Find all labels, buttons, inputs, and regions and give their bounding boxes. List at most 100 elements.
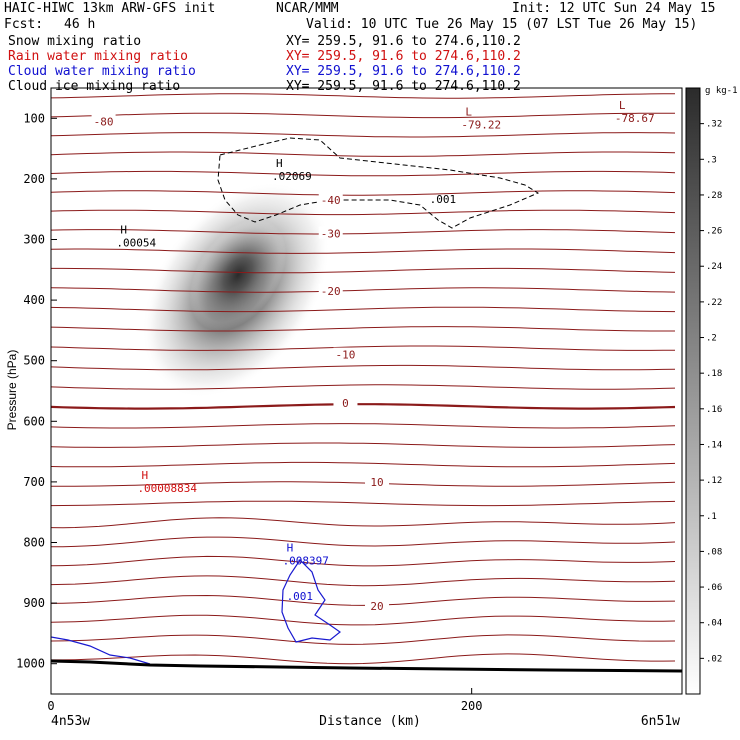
init-time: Init: 12 UTC Sun 24 May 15: [512, 1, 716, 16]
colorbar-tick-label: .08: [706, 547, 722, 557]
isotherm-line: [51, 306, 676, 313]
forecast-label: Fcst:: [4, 17, 44, 32]
extremum-letter: H: [141, 469, 148, 482]
temperature-label: -80: [94, 115, 114, 128]
isotherm-line: [51, 170, 676, 177]
isotherm-line: [51, 151, 676, 157]
isotherm-line: [51, 345, 676, 351]
isotherm-line: [51, 442, 676, 448]
colorbar-tick-label: .2: [706, 334, 717, 344]
temperature-label-bg: [318, 226, 343, 239]
cloud-water-contour: [281, 559, 342, 643]
colorbar-tick-label: .04: [706, 619, 722, 629]
temperature-label-bg: [91, 114, 116, 127]
isotherm-line: [51, 112, 676, 119]
isotherm-line: [51, 190, 676, 196]
legend-cloudwater-xy: XY= 259.5, 91.6 to 274.6,110.2: [286, 64, 521, 79]
extremum-value: -79.22: [461, 118, 501, 131]
legend-rain-name: Rain water mixing ratio: [8, 49, 189, 64]
isotherm-line: [51, 500, 676, 507]
extremum-value: -78.67: [615, 112, 655, 125]
isotherm-line: [51, 634, 676, 645]
y-axis: 100 200 300 400 500 600 700 800 900 1000: [16, 111, 57, 671]
isotherm-line: [51, 423, 676, 429]
extremum-value: .00008834: [137, 482, 197, 495]
y-tick-label: 400: [23, 293, 45, 307]
y-axis-title: Pressure (hPa): [5, 350, 19, 431]
isotherm-lines: [51, 93, 676, 665]
y-tick-label: 200: [23, 172, 45, 186]
y-tick-label: 600: [23, 414, 45, 428]
colorbar-tick-label: .28: [706, 191, 722, 201]
temperature-label: 10: [370, 476, 383, 489]
isotherm-line: [51, 248, 676, 254]
chart-annotations: -80-40-30-20-1001020L-79.22L-78.67H.0206…: [91, 99, 655, 613]
colorbar-tick-label: .18: [706, 369, 722, 379]
isotherm-line: [51, 267, 676, 274]
isotherm-line: [51, 326, 675, 332]
contour-label: .001: [430, 193, 457, 206]
isotherm-line: [51, 575, 676, 587]
x-tick-label: 200: [461, 699, 483, 713]
legend-snow-name: Snow mixing ratio: [8, 34, 142, 49]
chart-title: HAIC-HIWC 13km ARW-GFS init: [4, 1, 216, 16]
temperature-label-bg: [318, 193, 343, 206]
colorbar-tick-label: .06: [706, 583, 722, 593]
extremum-letter: L: [465, 105, 472, 118]
isotherm-line: [51, 93, 675, 99]
extremum-letter: L: [619, 99, 626, 112]
colorbar-tick-label: .32: [706, 120, 722, 130]
isotherm-line: [51, 555, 676, 567]
temperature-label-bg: [333, 347, 358, 360]
legend-rain-xy: XY= 259.5, 91.6 to 274.6,110.2: [286, 49, 521, 64]
x-endpoint-left: 4n53w: [51, 714, 90, 729]
temperature-label: -30: [321, 227, 341, 240]
colorbar-tick-label: .02: [706, 654, 722, 664]
extremum-value: .02069: [272, 170, 312, 183]
extremum-letter: H: [120, 223, 127, 236]
y-tick-label: 700: [23, 475, 45, 489]
isotherm-line: [51, 364, 676, 371]
isotherm-line: [51, 461, 676, 468]
isotherm-line: [51, 517, 676, 529]
cloud-ice-contour: [217, 137, 540, 229]
legend-cloudwater-name: Cloud water mixing ratio: [8, 64, 196, 79]
isotherm-line: [51, 229, 676, 235]
x-axis-title: Distance (km): [319, 714, 421, 729]
contour-label: .001: [287, 590, 314, 603]
extremum-value: .00054: [116, 236, 156, 249]
center-label: NCAR/MMM: [276, 1, 339, 16]
temperature-label: -20: [321, 285, 341, 298]
legend-cloudice-name: Cloud ice mixing ratio: [8, 79, 181, 94]
x-tick-label: 0: [47, 699, 54, 713]
colorbar-scale: [685, 87, 701, 695]
temperature-label: -40: [321, 194, 341, 207]
y-tick-label: 900: [23, 596, 45, 610]
isotherm-line: [51, 132, 676, 138]
isotherm-line: [51, 653, 676, 665]
colorbar-tick-label: .22: [706, 298, 722, 308]
colorbar-ticks: .02 .04 .06 .08 .1 .12 .14 .16 .18 .2 .22 .24 .26 .28…: [700, 120, 722, 664]
isotherm-line: [51, 384, 676, 390]
isotherm-line: [51, 481, 676, 487]
isotherm-line: [51, 403, 676, 410]
y-tick-label: 300: [23, 233, 45, 247]
x-endpoint-right: 6n51w: [641, 714, 680, 729]
colorbar-tick-label: .16: [706, 405, 722, 415]
temperature-label-bg: [318, 284, 343, 297]
plot-area-content: [51, 93, 682, 673]
temperature-label: -10: [336, 349, 356, 362]
colorbar-tick-label: .26: [706, 227, 722, 237]
y-tick-label: 500: [23, 354, 45, 368]
isotherm-line: [51, 287, 676, 293]
temperature-label: 20: [370, 600, 383, 613]
colorbar-unit: g kg-1: [705, 86, 738, 96]
y-tick-label: 1000: [16, 657, 45, 671]
legend-snow-xy: XY= 259.5, 91.6 to 274.6,110.2: [286, 34, 521, 49]
extremum-letter: H: [287, 542, 294, 555]
colorbar-tick-label: .1: [706, 512, 717, 522]
y-tick-label: 100: [23, 111, 45, 125]
colorbar-tick-label: .14: [706, 440, 722, 450]
temperature-label-bg: [333, 396, 358, 409]
